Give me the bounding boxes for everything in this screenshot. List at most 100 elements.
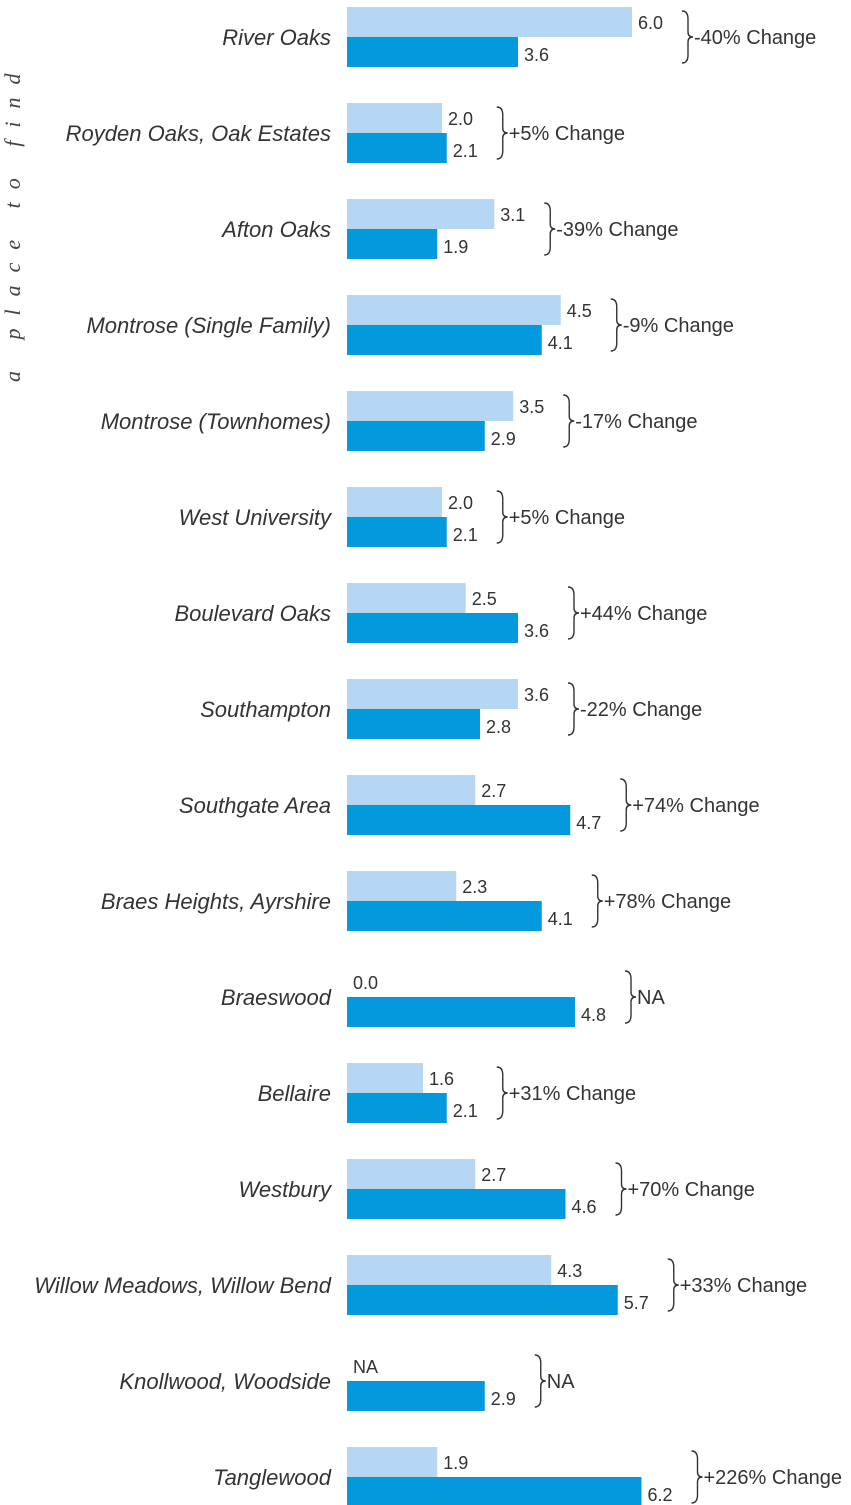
value-label-first: 2.7 <box>481 781 506 801</box>
value-label-second: 4.1 <box>548 333 573 353</box>
bar-first-series <box>347 1159 476 1189</box>
change-label: +74% Change <box>632 795 759 817</box>
bar-second-series <box>347 901 542 931</box>
bar-second-series <box>347 517 447 547</box>
bar-second-series <box>347 997 575 1027</box>
change-brace <box>615 1162 627 1216</box>
change-brace <box>496 490 508 544</box>
bar-first-series <box>347 487 442 517</box>
change-label: NA <box>547 1371 575 1393</box>
change-label: +44% Change <box>580 603 707 625</box>
category-label: Afton Oaks <box>220 217 331 242</box>
value-label-second: 4.1 <box>548 909 573 929</box>
value-label-first: 2.0 <box>448 109 473 129</box>
category-label: Willow Meadows, Willow Bend <box>34 1273 331 1298</box>
change-brace <box>624 970 637 1024</box>
bar-first-series <box>347 583 466 613</box>
value-label-second: 3.6 <box>524 621 549 641</box>
category-label: Braeswood <box>221 985 332 1010</box>
bar-second-series <box>347 37 518 67</box>
category-label: Braes Heights, Ayrshire <box>101 889 331 914</box>
change-brace <box>567 586 580 640</box>
change-brace <box>567 682 580 736</box>
category-label: West University <box>179 505 333 530</box>
value-label-first: 3.6 <box>524 685 549 705</box>
chart-rows: River Oaks 6.0 3.6 -40% Change Royden Oaks, … <box>34 7 842 1505</box>
value-label-second: 3.6 <box>524 45 549 65</box>
value-label-second: 2.8 <box>486 717 511 737</box>
value-label-first: NA <box>353 1357 378 1377</box>
bar-second-series <box>347 325 542 355</box>
value-label-first: 2.7 <box>481 1165 506 1185</box>
bar-first-series <box>347 775 476 805</box>
change-brace <box>610 298 622 352</box>
category-label: Bellaire <box>258 1081 331 1106</box>
change-brace <box>544 202 556 256</box>
bar-second-series <box>347 1189 566 1219</box>
change-label: +5% Change <box>509 507 625 529</box>
value-label-first: 2.0 <box>448 493 473 513</box>
value-label-first: 3.5 <box>519 397 544 417</box>
change-brace <box>591 874 603 928</box>
change-label: +5% Change <box>509 123 625 145</box>
change-label: NA <box>637 987 665 1009</box>
change-label: +78% Change <box>604 891 731 913</box>
change-label: -40% Change <box>694 27 816 49</box>
value-label-first: 1.9 <box>443 1453 468 1473</box>
value-label-first: 4.5 <box>567 301 592 321</box>
bar-first-series <box>347 1447 438 1477</box>
value-label-second: 1.9 <box>443 237 468 257</box>
bar-first-series <box>347 871 457 901</box>
bar-first-series <box>347 679 518 709</box>
category-label: Montrose (Townhomes) <box>101 409 331 434</box>
bar-second-series <box>347 709 480 739</box>
category-label: Southampton <box>200 697 331 722</box>
bar-first-series <box>347 103 442 133</box>
change-brace <box>496 1066 508 1120</box>
bar-first-series <box>347 391 514 421</box>
bar-second-series <box>347 1093 447 1123</box>
bar-second-series <box>347 1381 485 1411</box>
bar-first-series <box>347 1063 423 1093</box>
change-brace <box>563 394 575 448</box>
category-label: Knollwood, Woodside <box>119 1369 331 1394</box>
bar-first-series <box>347 7 632 37</box>
bar-first-series <box>347 295 561 325</box>
change-label: -22% Change <box>580 699 702 721</box>
category-label: Westbury <box>238 1177 333 1202</box>
value-label-second: 2.9 <box>491 1389 516 1409</box>
change-label: -17% Change <box>575 411 697 433</box>
change-brace <box>691 1450 703 1504</box>
value-label-first: 2.5 <box>472 589 497 609</box>
value-label-second: 5.7 <box>624 1293 649 1313</box>
value-label-second: 4.7 <box>576 813 601 833</box>
change-brace <box>496 106 508 160</box>
category-label: Montrose (Single Family) <box>86 313 331 338</box>
category-label: Royden Oaks, Oak Estates <box>66 121 331 146</box>
value-label-second: 4.6 <box>572 1197 597 1217</box>
value-label-first: 2.3 <box>462 877 487 897</box>
change-brace <box>681 10 694 64</box>
value-label-second: 2.1 <box>453 141 478 161</box>
change-label: +226% Change <box>704 1467 842 1489</box>
bar-first-series <box>347 199 495 229</box>
change-brace <box>534 1354 546 1408</box>
side-caption: a place to find <box>0 61 25 382</box>
bar-second-series <box>347 805 571 835</box>
bar-second-series <box>347 1285 618 1315</box>
value-label-second: 2.1 <box>453 525 478 545</box>
value-label-first: 4.3 <box>557 1261 582 1281</box>
change-label: +33% Change <box>680 1275 807 1297</box>
change-label: +31% Change <box>509 1083 636 1105</box>
bar-second-series <box>347 613 518 643</box>
category-label: Boulevard Oaks <box>174 601 331 626</box>
value-label-first: 3.1 <box>500 205 525 225</box>
bar-first-series <box>347 1255 552 1285</box>
value-label-second: 2.1 <box>453 1101 478 1121</box>
bar-second-series <box>347 421 485 451</box>
value-label-first: 0.0 <box>353 973 378 993</box>
bar-second-series <box>347 229 438 259</box>
category-label: River Oaks <box>222 25 331 50</box>
change-label: -9% Change <box>623 315 734 337</box>
